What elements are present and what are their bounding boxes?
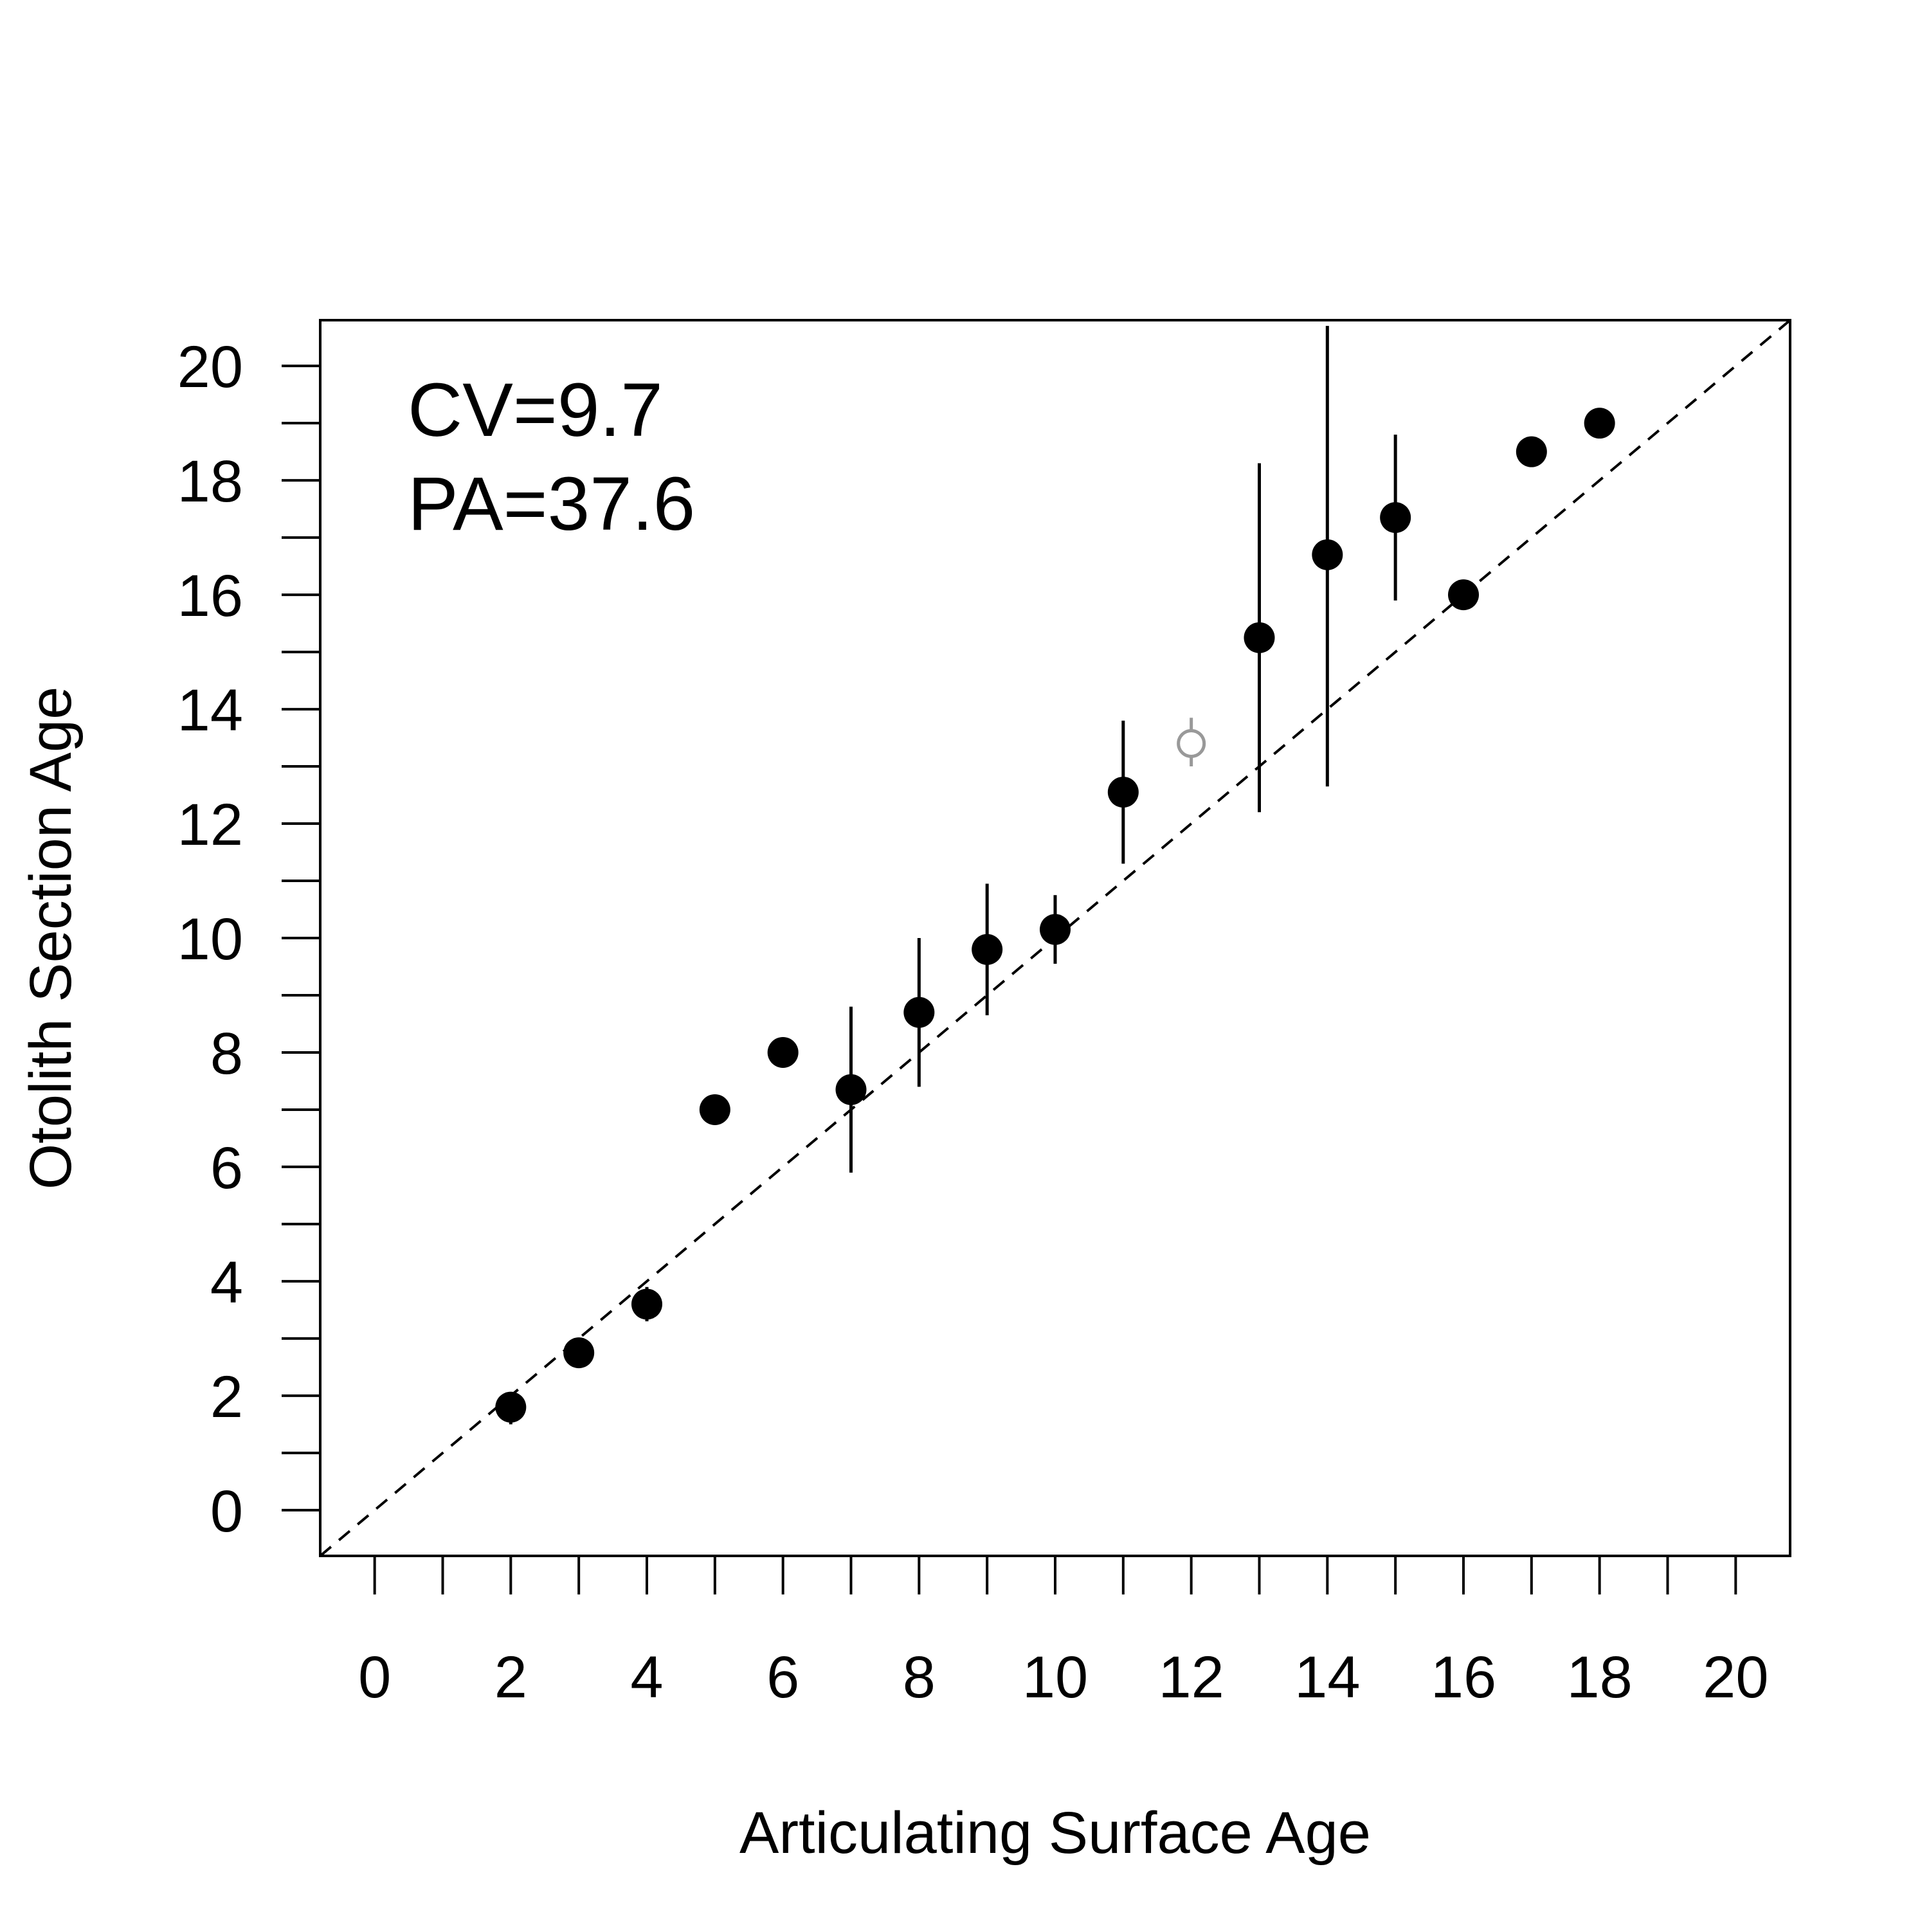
x-tick-label: 12 — [1158, 1645, 1224, 1710]
x-tick-label: 14 — [1294, 1645, 1360, 1710]
data-point — [1380, 501, 1411, 533]
x-tick-label: 20 — [1703, 1645, 1768, 1710]
data-point-open — [1177, 728, 1206, 758]
x-axis: 0 2 4 6 8 10 12 14 16 18 20 — [358, 1555, 1769, 1710]
x-tick-label: 0 — [358, 1645, 391, 1710]
x-tick-label: 6 — [766, 1645, 799, 1710]
data-point — [1244, 622, 1275, 653]
data-point — [563, 1337, 595, 1369]
data-point — [1448, 579, 1479, 611]
y-axis-title: Otolith Section Age — [18, 687, 84, 1190]
data-point — [1584, 408, 1615, 439]
data-point — [1516, 436, 1547, 467]
data-point — [1312, 539, 1343, 570]
y-tick-label: 10 — [177, 907, 243, 972]
x-axis-title: Articulating Surface Age — [739, 1800, 1371, 1866]
y-axis: 0 2 4 6 8 10 12 14 16 18 20 — [177, 334, 322, 1544]
y-tick-label: 12 — [177, 792, 243, 858]
data-point — [495, 1391, 527, 1423]
x-tick-label: 8 — [903, 1645, 936, 1710]
x-tick-label: 2 — [494, 1645, 527, 1710]
y-tick-label: 16 — [177, 563, 243, 629]
y-tick-label: 20 — [177, 334, 243, 400]
y-tick-label: 0 — [210, 1479, 243, 1544]
y-tick-label: 8 — [210, 1021, 243, 1087]
data-point — [1040, 914, 1071, 945]
y-tick-label: 2 — [210, 1364, 243, 1430]
y-tick-label: 6 — [210, 1135, 243, 1201]
data-point — [699, 1094, 730, 1125]
y-tick-label: 4 — [210, 1250, 243, 1315]
data-point — [631, 1288, 662, 1320]
data-point — [972, 934, 1003, 965]
x-tick-label: 10 — [1022, 1645, 1088, 1710]
data-point — [1107, 777, 1139, 808]
y-tick-label: 18 — [177, 449, 243, 514]
pa-annotation: PA=37.6 — [408, 462, 695, 546]
data-points — [495, 408, 1615, 1423]
y-tick-label: 14 — [177, 678, 243, 743]
data-point — [767, 1036, 799, 1068]
cv-annotation: CV=9.7 — [408, 368, 663, 453]
x-tick-label: 16 — [1431, 1645, 1496, 1710]
data-point — [835, 1074, 867, 1105]
x-tick-label: 18 — [1566, 1645, 1632, 1710]
x-tick-label: 4 — [630, 1645, 663, 1710]
data-point — [903, 997, 935, 1028]
